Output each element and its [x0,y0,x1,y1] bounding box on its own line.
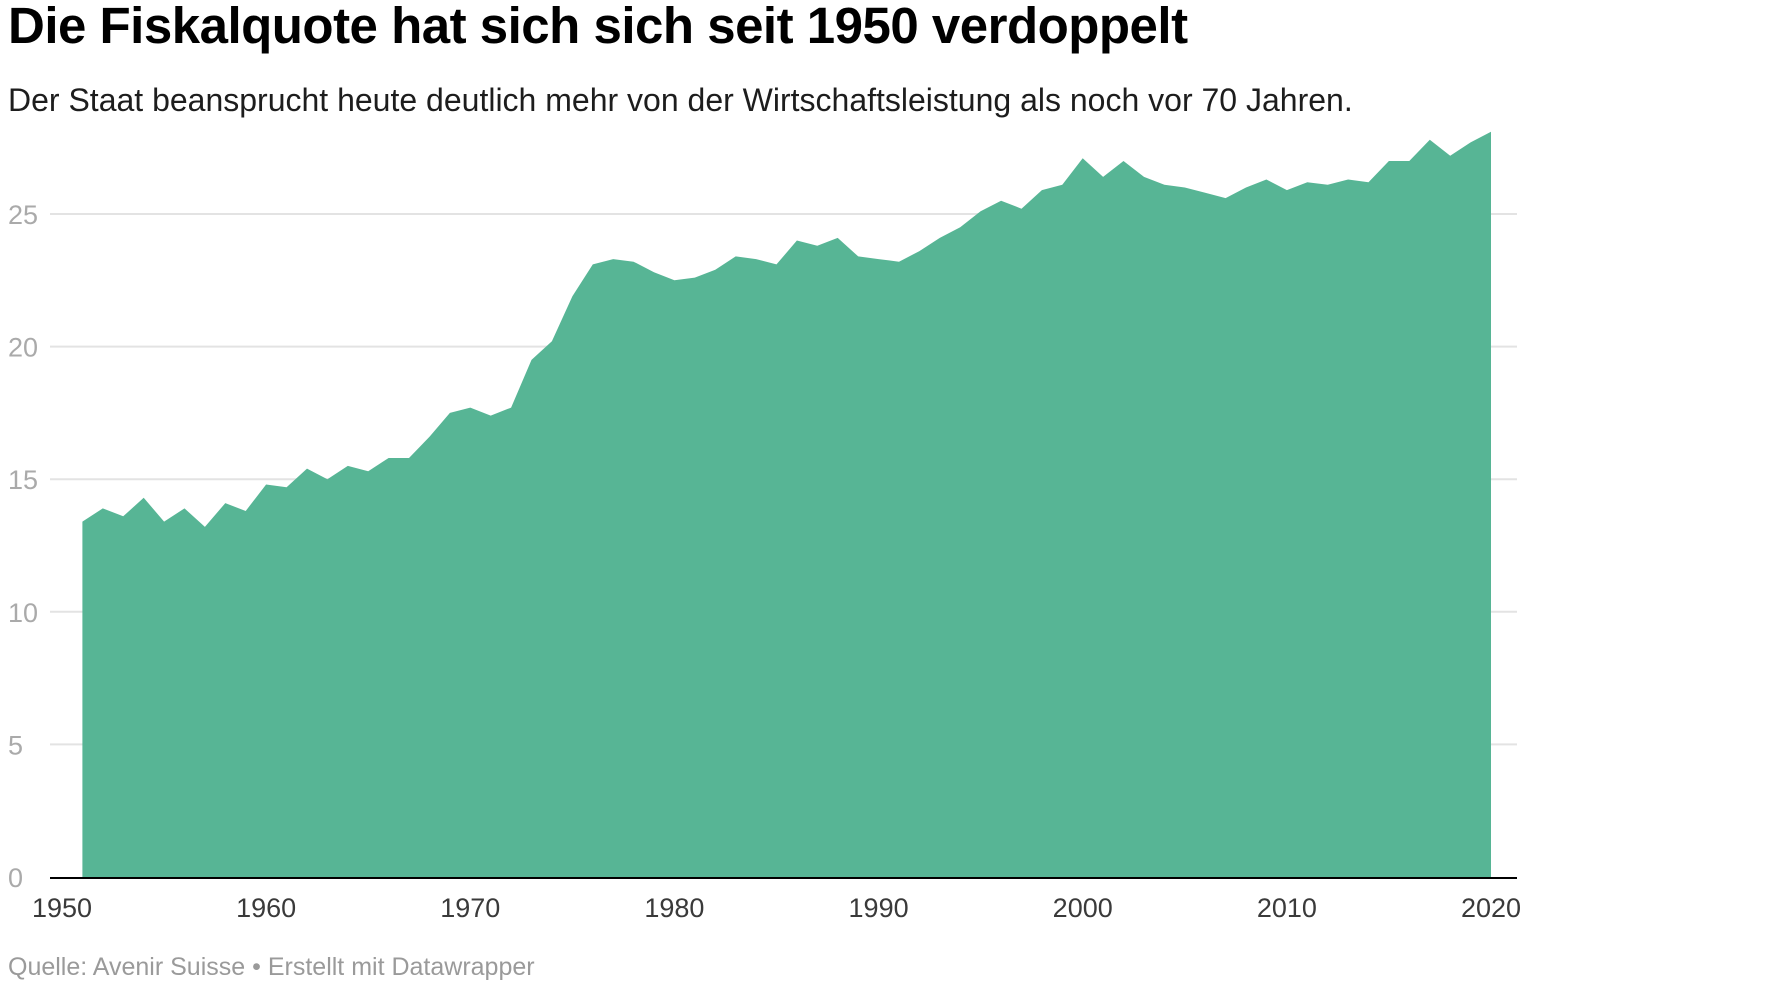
x-tick-label-1950: 1950 [32,893,92,920]
y-tick-label-0: 0 [8,863,23,893]
x-tick-label-1970: 1970 [440,893,500,920]
area-chart: 0 5 10 15 20 25 1950 1960 1970 1980 1990 2000 2010 2… [8,131,1520,920]
y-tick-label-5: 5 [8,730,23,760]
y-axis-ticks: 0 5 10 15 20 25 [8,200,38,893]
area-series [82,131,1491,878]
x-tick-label-1990: 1990 [849,893,909,920]
y-tick-label-20: 20 [8,333,38,363]
source-note: Quelle: Avenir Suisse [8,953,246,981]
credit-note: Erstellt mit Datawrapper [267,953,535,981]
chart-title: Die Fiskalquote hat sich sich seit 1950 … [8,0,1188,54]
x-tick-label-2020: 2020 [1461,893,1520,920]
x-tick-label-2010: 2010 [1257,893,1317,920]
x-tick-label-1980: 1980 [644,893,704,920]
x-axis-ticks: 1950 1960 1970 1980 1990 2000 2010 2020 [32,893,1520,920]
y-tick-label-25: 25 [8,200,38,230]
x-tick-label-2000: 2000 [1053,893,1113,920]
footer-separator: • [252,953,261,981]
chart-subtitle: Der Staat beansprucht heute deutlich meh… [8,82,1353,118]
chart-footer: Quelle: Avenir Suisse • Erstellt mit Dat… [8,953,535,982]
y-tick-label-10: 10 [8,598,38,628]
area-fill [82,131,1491,878]
y-tick-label-15: 15 [8,465,38,495]
x-tick-label-1960: 1960 [236,893,296,920]
